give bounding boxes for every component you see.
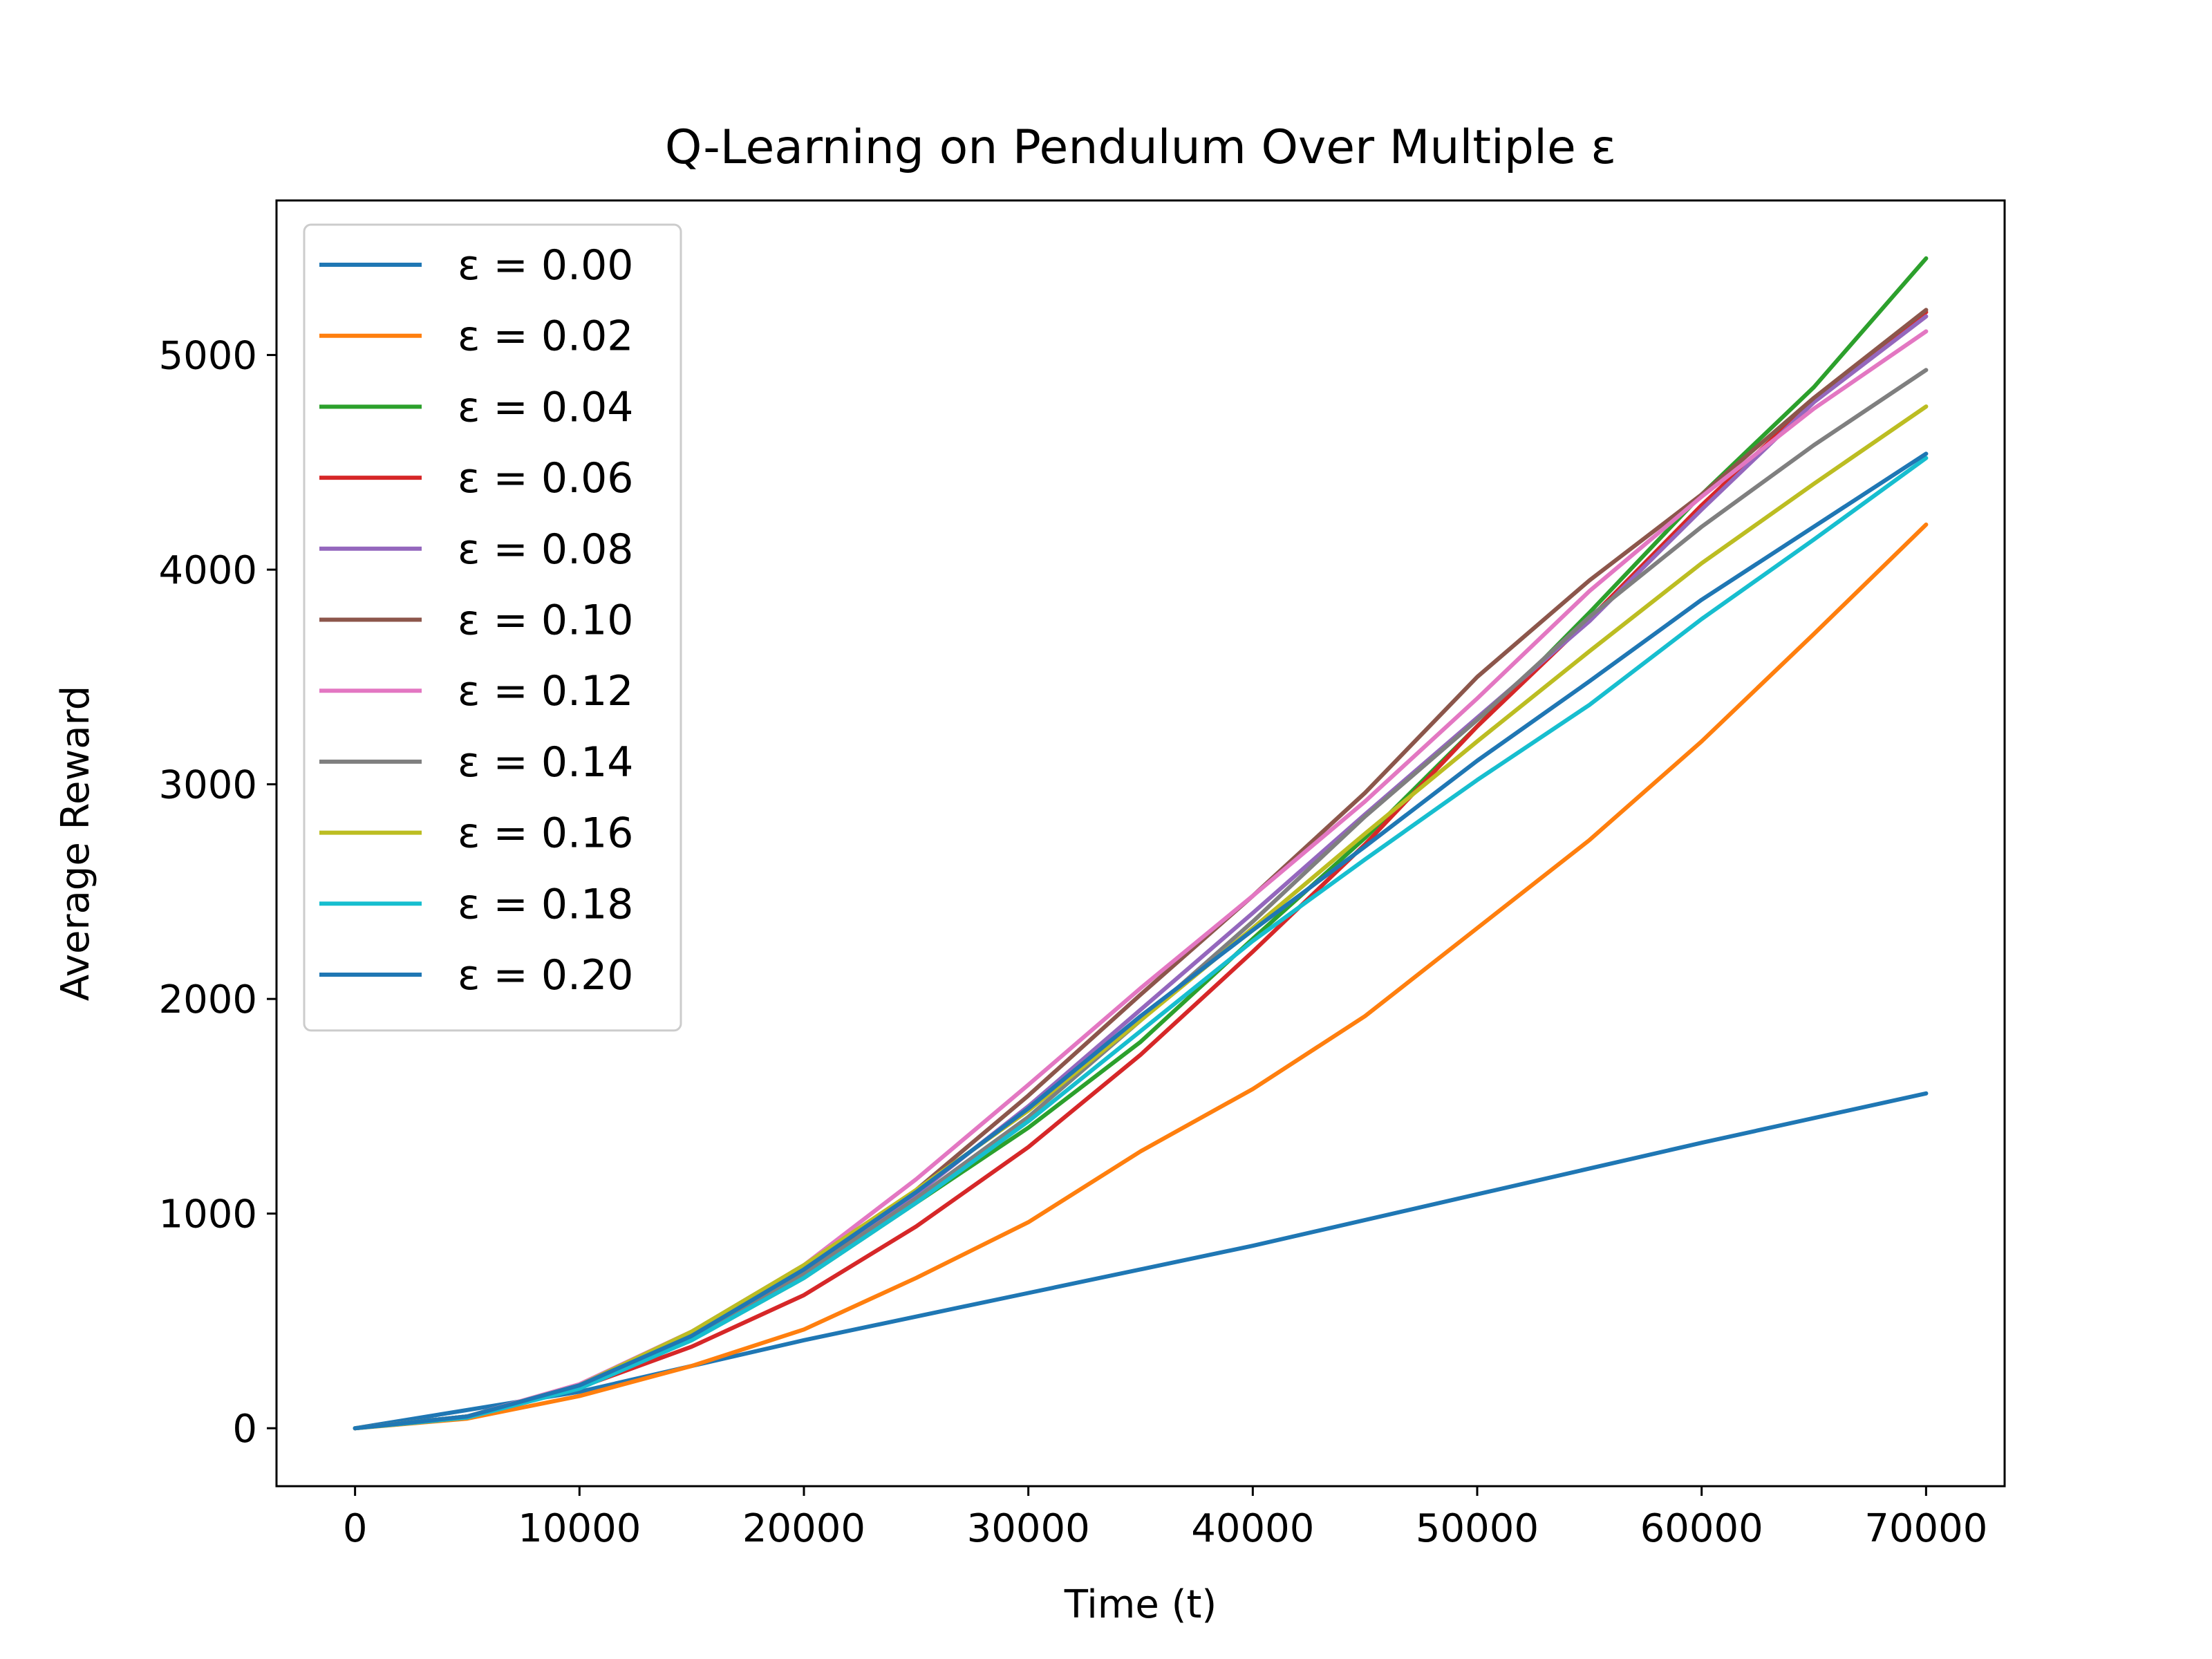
- legend-item: ε = 0.06: [319, 454, 633, 503]
- series-line-0: [353, 1091, 1929, 1431]
- x-axis: 0 10000 20000 30000 40000 50000 60000 70000: [343, 1486, 1987, 1551]
- chart-title: Q-Learning on Pendulum Over Multiple ε: [665, 120, 1616, 175]
- x-tick-label: 60000: [1640, 1506, 1763, 1551]
- x-tick-label: 0: [343, 1506, 368, 1551]
- plot-frame: [275, 199, 2006, 1488]
- legend-label: ε = 0.20: [458, 951, 633, 1000]
- x-axis-label: Time (t): [1064, 1582, 1217, 1627]
- legend-label: ε = 0.10: [458, 597, 633, 645]
- y-axis-label: Average Reward: [53, 686, 98, 1001]
- series-line-9: [353, 456, 1929, 1431]
- legend-label: ε = 0.00: [458, 241, 633, 290]
- legend-label: ε = 0.04: [458, 383, 633, 431]
- series-line-10: [353, 451, 1929, 1431]
- x-tick-label: 50000: [1416, 1506, 1539, 1551]
- legend-label: ε = 0.12: [458, 667, 633, 715]
- y-axis: 0 1000 2000 3000 4000 5000: [158, 334, 276, 1452]
- series-layer: [353, 256, 1929, 1431]
- legend-label: ε = 0.18: [458, 880, 633, 928]
- legend-label: ε = 0.16: [458, 809, 633, 858]
- y-tick-label: 3000: [158, 763, 257, 808]
- legend-item: ε = 0.20: [319, 951, 633, 1000]
- legend-item: ε = 0.04: [319, 383, 633, 431]
- legend-label: ε = 0.14: [458, 738, 633, 787]
- legend-item: ε = 0.10: [319, 597, 633, 645]
- legend-item: ε = 0.08: [319, 525, 633, 574]
- legend-label: ε = 0.02: [458, 312, 633, 361]
- y-tick-label: 4000: [158, 548, 257, 593]
- x-tick-label: 10000: [518, 1506, 641, 1551]
- legend-frame: [303, 223, 682, 1032]
- legend: ε = 0.00 ε = 0.02 ε = 0.04 ε = 0.06 ε = 0.08…: [303, 223, 682, 1032]
- legend-label: ε = 0.08: [458, 525, 633, 574]
- x-tick-label: 30000: [967, 1506, 1090, 1551]
- y-tick-label: 1000: [158, 1192, 257, 1237]
- x-tick-label: 70000: [1864, 1506, 1987, 1551]
- legend-item: ε = 0.02: [319, 312, 633, 361]
- legend-item: ε = 0.16: [319, 809, 633, 858]
- legend-item: ε = 0.12: [319, 667, 633, 715]
- y-tick-label: 0: [232, 1407, 257, 1452]
- legend-item: ε = 0.18: [319, 880, 633, 928]
- x-tick-label: 40000: [1191, 1506, 1314, 1551]
- legend-item: ε = 0.00: [319, 241, 633, 290]
- y-tick-label: 5000: [158, 334, 257, 379]
- series-line-1: [353, 522, 1929, 1431]
- legend-label: ε = 0.06: [458, 454, 633, 503]
- x-tick-label: 20000: [742, 1506, 865, 1551]
- legend-item: ε = 0.14: [319, 738, 633, 787]
- y-tick-label: 2000: [158, 977, 257, 1022]
